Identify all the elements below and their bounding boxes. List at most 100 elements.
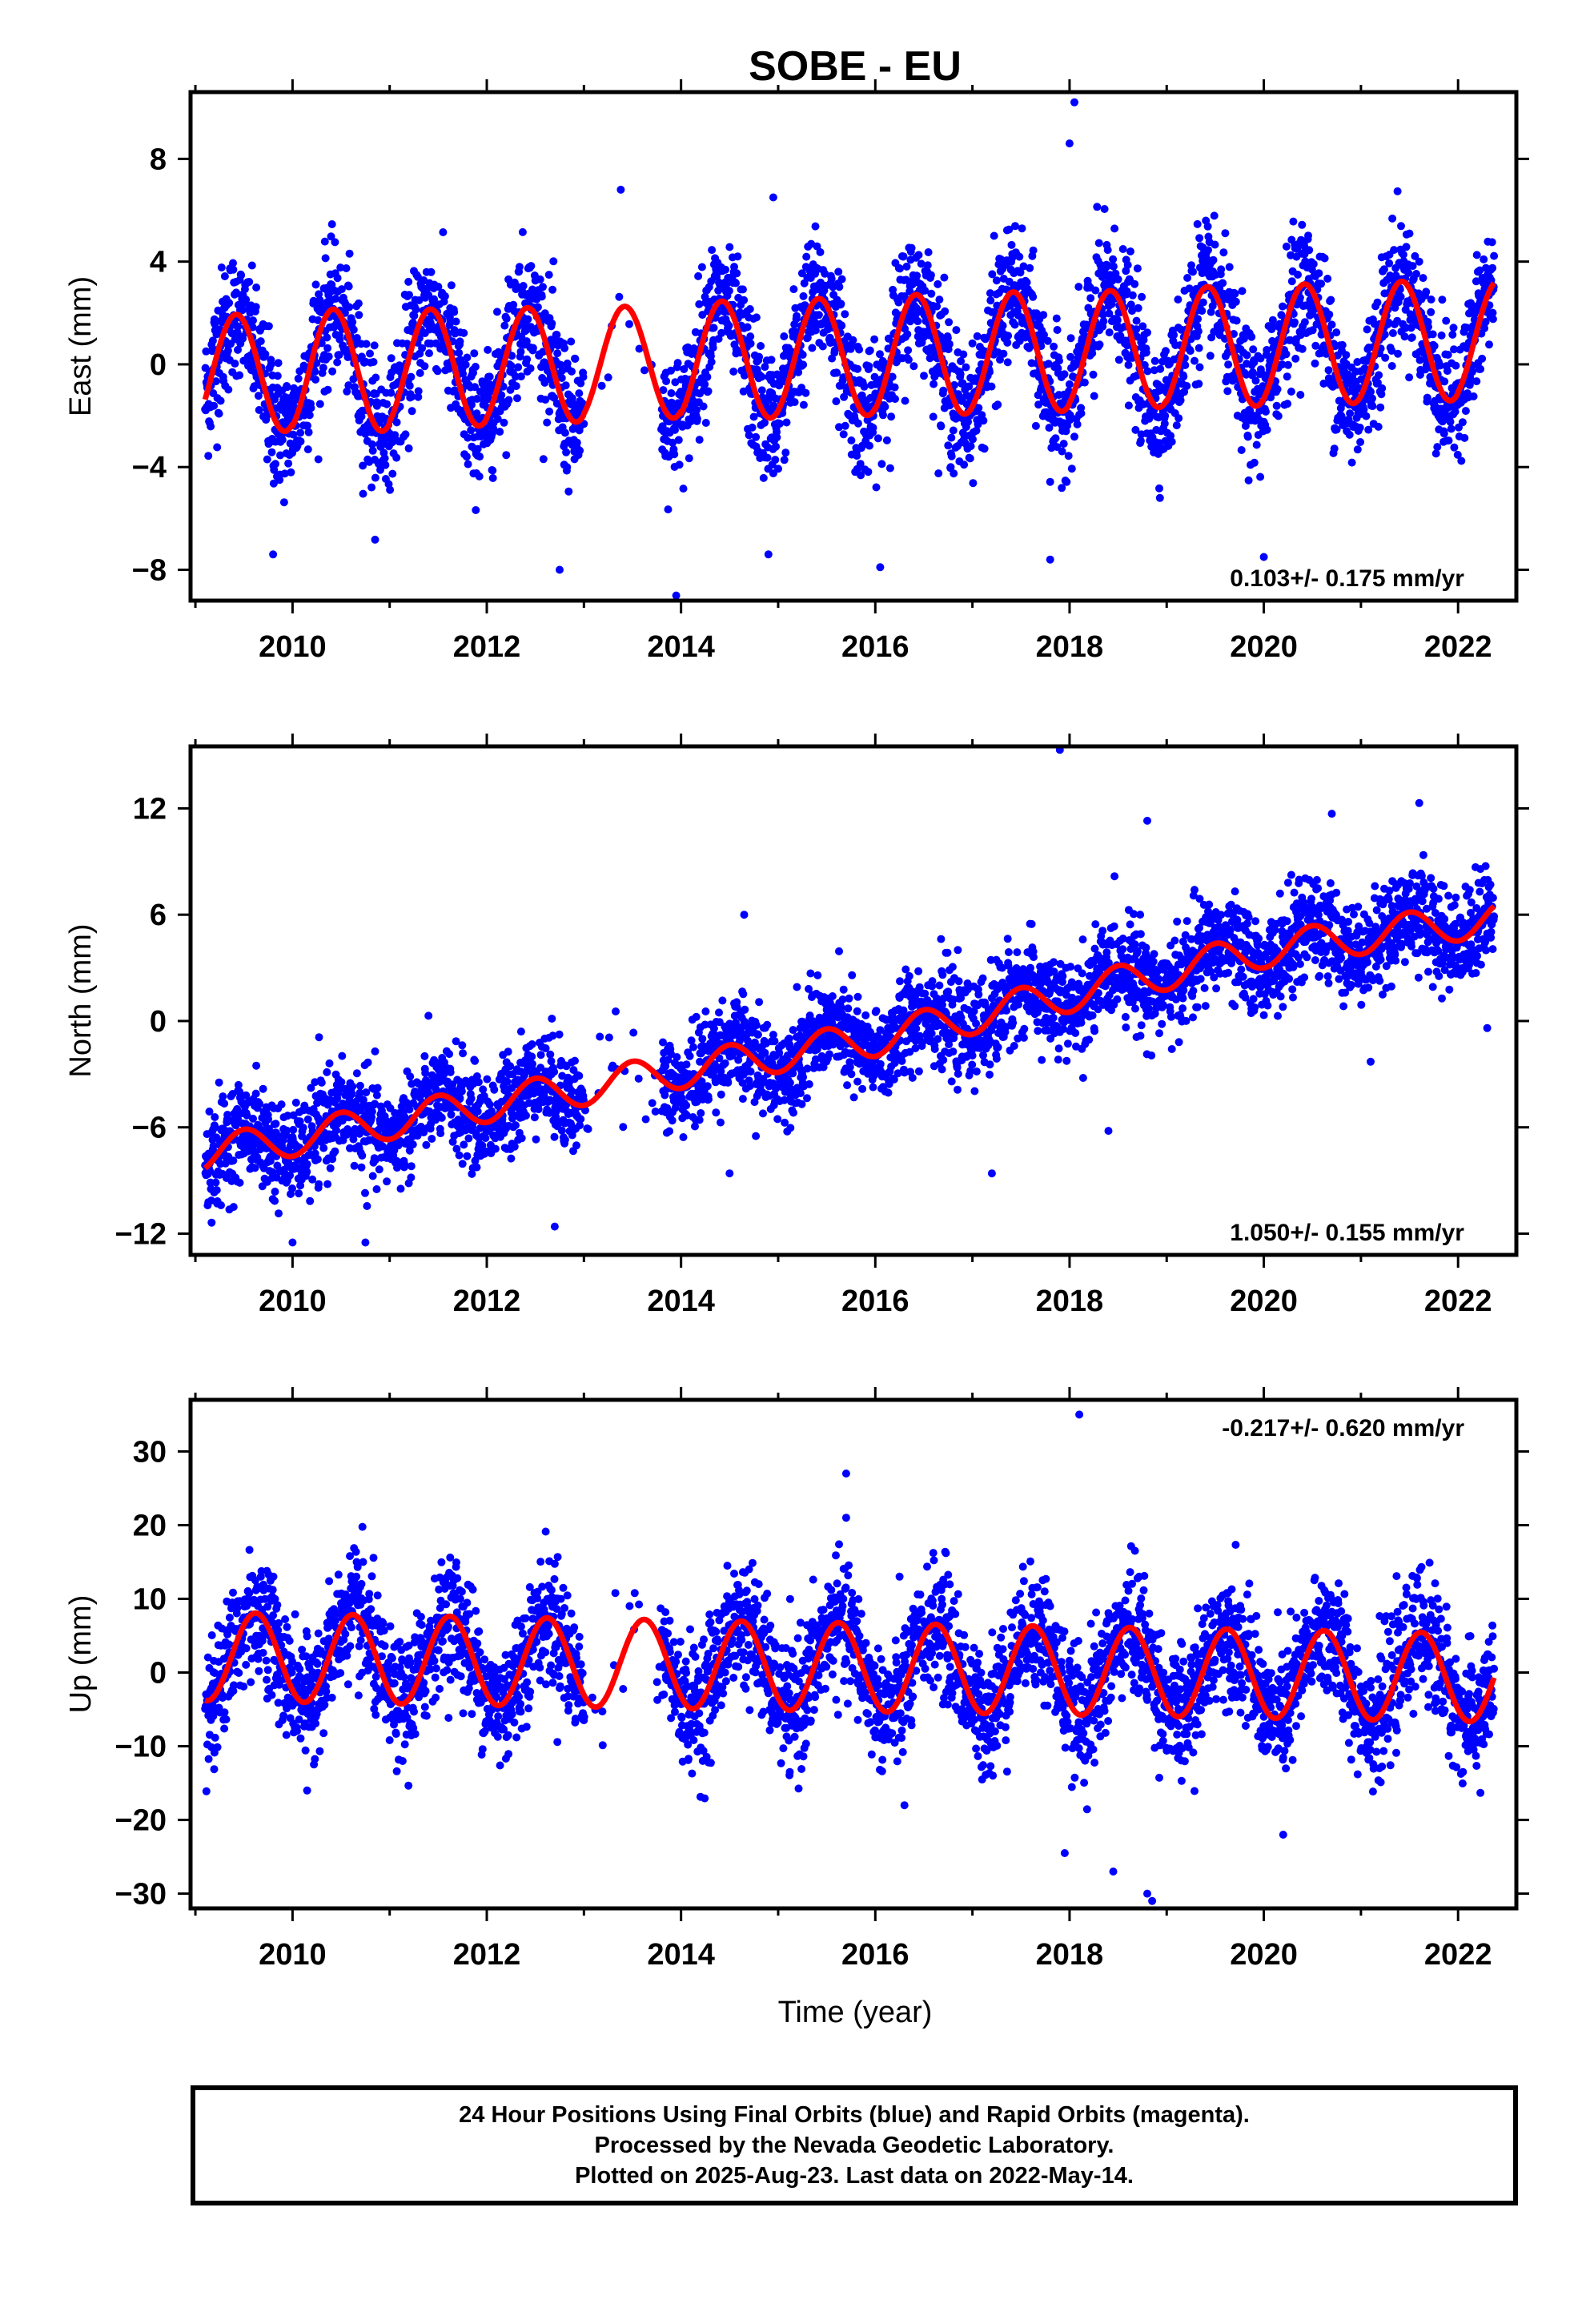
data-point — [420, 1051, 429, 1060]
data-point — [1480, 255, 1488, 263]
data-point — [579, 372, 588, 381]
data-point — [455, 1151, 464, 1160]
data-point — [1109, 262, 1118, 271]
data-point — [383, 400, 391, 408]
data-point — [354, 299, 363, 308]
data-point — [814, 311, 823, 320]
data-point — [673, 359, 682, 368]
data-point — [1100, 205, 1109, 213]
data-point — [275, 1209, 283, 1218]
data-point — [331, 295, 340, 303]
data-point — [1291, 354, 1300, 363]
data-point — [841, 421, 849, 430]
data-point — [251, 303, 260, 312]
data-point — [512, 382, 520, 391]
data-point — [347, 1089, 356, 1098]
data-point — [1402, 243, 1411, 251]
data-point — [1128, 291, 1137, 300]
data-point — [524, 315, 532, 324]
data-point — [270, 465, 279, 474]
data-point — [212, 1186, 221, 1195]
data-point — [1195, 344, 1203, 352]
data-point — [229, 259, 237, 267]
data-point — [387, 354, 396, 363]
data-point — [522, 337, 531, 346]
data-point — [1174, 414, 1183, 423]
data-point — [782, 418, 791, 427]
data-point — [674, 436, 683, 444]
data-point — [1363, 325, 1371, 334]
data-point — [458, 1160, 467, 1168]
data-point — [1064, 452, 1073, 460]
data-point — [557, 374, 566, 382]
data-point — [865, 362, 873, 371]
data-point — [879, 411, 887, 420]
data-point — [473, 444, 482, 453]
data-point — [944, 441, 953, 450]
data-point — [296, 437, 305, 446]
data-point — [474, 1078, 483, 1087]
data-point — [333, 274, 342, 283]
data-point — [461, 360, 470, 369]
data-point — [460, 328, 468, 337]
data-point — [801, 301, 809, 310]
data-point — [1105, 328, 1114, 337]
data-point — [763, 453, 772, 462]
data-point — [549, 257, 558, 266]
data-point — [722, 280, 731, 289]
data-point — [239, 334, 247, 343]
data-point — [311, 280, 320, 289]
data-point — [1298, 344, 1307, 353]
data-point — [947, 452, 956, 460]
data-point — [659, 386, 668, 395]
data-point — [1046, 555, 1054, 564]
data-point — [375, 1165, 383, 1174]
data-point — [1385, 259, 1394, 267]
data-point — [1400, 332, 1409, 341]
data-point — [1444, 436, 1453, 445]
data-point — [428, 1135, 436, 1143]
data-point — [315, 1033, 323, 1042]
data-point — [424, 1011, 433, 1020]
data-point — [229, 265, 238, 274]
data-point — [434, 283, 443, 291]
data-point — [220, 1100, 229, 1108]
data-point — [1238, 287, 1247, 296]
data-point — [986, 289, 994, 298]
data-point — [847, 436, 856, 444]
data-point — [349, 325, 358, 334]
data-point — [576, 379, 585, 388]
data-point — [926, 271, 935, 279]
data-point — [516, 372, 525, 381]
data-point — [935, 296, 944, 304]
data-point — [472, 395, 481, 403]
data-point — [1095, 340, 1104, 349]
data-point — [1073, 420, 1082, 428]
data-point — [464, 433, 472, 442]
data-point — [326, 1164, 335, 1172]
data-point — [1294, 271, 1302, 279]
data-point — [366, 349, 374, 358]
data-point — [1067, 464, 1076, 473]
data-point — [1050, 342, 1058, 351]
data-point — [568, 367, 576, 376]
data-point — [456, 337, 464, 346]
data-point — [532, 1135, 540, 1144]
data-points-north — [201, 746, 1499, 1247]
data-point — [615, 292, 624, 301]
data-point — [1283, 372, 1291, 381]
data-point — [834, 267, 843, 276]
data-point — [1287, 388, 1295, 396]
data-point — [471, 1056, 480, 1065]
data-point — [576, 446, 584, 455]
data-point — [996, 356, 1004, 364]
data-point — [1004, 332, 1013, 340]
data-point — [988, 270, 997, 279]
data-point — [958, 379, 967, 388]
data-point — [1327, 320, 1336, 329]
data-point — [675, 460, 684, 469]
data-point — [855, 345, 864, 354]
data-point — [317, 1078, 326, 1087]
data-point — [853, 364, 862, 373]
data-point — [479, 1085, 488, 1094]
